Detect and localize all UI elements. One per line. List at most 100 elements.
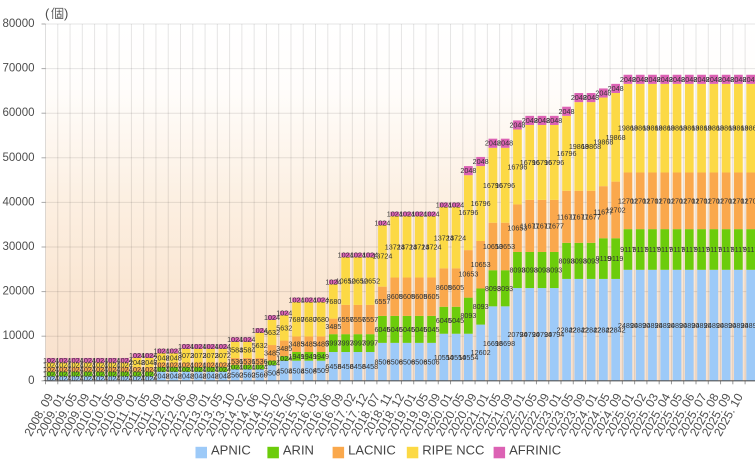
svg-text:7680: 7680: [313, 315, 329, 324]
svg-text:1024: 1024: [227, 335, 243, 344]
svg-text:9119: 9119: [608, 254, 623, 263]
svg-text:1024: 1024: [129, 374, 145, 383]
svg-text:8506: 8506: [411, 357, 427, 366]
svg-text:19868: 19868: [716, 124, 736, 133]
svg-text:16796: 16796: [471, 199, 491, 208]
svg-text:1024: 1024: [55, 369, 71, 378]
svg-text:): ): [64, 6, 68, 21]
svg-text:12602: 12602: [471, 348, 491, 357]
svg-text:2048: 2048: [460, 166, 476, 175]
svg-text:1949: 1949: [301, 352, 317, 361]
svg-text:APNIC: APNIC: [211, 442, 251, 457]
svg-text:3997: 3997: [325, 339, 341, 348]
svg-text:5632: 5632: [252, 341, 268, 350]
svg-text:30000: 30000: [3, 241, 35, 253]
svg-text:1024: 1024: [55, 365, 71, 374]
svg-text:1024: 1024: [55, 374, 71, 383]
svg-text:1024: 1024: [92, 356, 108, 365]
svg-text:1024: 1024: [166, 365, 182, 374]
svg-text:1024: 1024: [141, 351, 157, 360]
svg-text:1024: 1024: [154, 365, 170, 374]
svg-text:1024: 1024: [80, 374, 96, 383]
svg-text:2048: 2048: [522, 116, 538, 125]
svg-text:11677: 11677: [545, 221, 564, 230]
svg-text:11677: 11677: [557, 212, 576, 221]
svg-text:2048: 2048: [559, 107, 575, 116]
svg-text:16796: 16796: [495, 181, 515, 190]
svg-text:2048: 2048: [129, 358, 145, 367]
svg-text:2048: 2048: [694, 75, 710, 84]
svg-text:1024: 1024: [411, 210, 427, 219]
svg-text:1024: 1024: [117, 365, 133, 374]
svg-text:6557: 6557: [374, 297, 390, 306]
svg-text:13724: 13724: [422, 242, 442, 251]
svg-text:1024: 1024: [325, 278, 341, 287]
svg-text:AFRINIC: AFRINIC: [509, 442, 561, 457]
svg-text:1024: 1024: [178, 342, 194, 351]
svg-text:2048: 2048: [620, 75, 636, 84]
svg-text:2048: 2048: [166, 372, 182, 381]
svg-text:11677: 11677: [520, 221, 539, 230]
svg-text:8093: 8093: [485, 284, 501, 293]
svg-text:1024: 1024: [350, 251, 366, 260]
svg-text:1024: 1024: [43, 369, 59, 378]
svg-text:8506: 8506: [399, 357, 415, 366]
svg-text:8093: 8093: [497, 284, 513, 293]
svg-text:1024: 1024: [166, 360, 182, 369]
svg-text:2048: 2048: [681, 75, 697, 84]
svg-text:11677: 11677: [532, 221, 551, 230]
svg-text:13724: 13724: [372, 252, 392, 261]
svg-text:6045: 6045: [374, 325, 390, 334]
svg-text:2048: 2048: [706, 75, 722, 84]
svg-text:6458: 6458: [362, 362, 378, 371]
svg-text:10652: 10652: [336, 277, 356, 286]
svg-text:2048: 2048: [215, 372, 231, 381]
svg-text:ARIN: ARIN: [283, 442, 314, 457]
svg-text:6045: 6045: [399, 325, 415, 334]
svg-text:24890: 24890: [667, 321, 687, 330]
svg-text:1024: 1024: [215, 365, 231, 374]
svg-text:2048: 2048: [203, 372, 219, 381]
svg-text:1024: 1024: [362, 251, 378, 260]
svg-text:22842: 22842: [606, 325, 626, 334]
svg-text:6045: 6045: [448, 316, 464, 325]
svg-text:1024: 1024: [104, 360, 120, 369]
svg-text:RIPE NCC: RIPE NCC: [422, 442, 484, 457]
svg-text:8506: 8506: [424, 357, 440, 366]
svg-text:13724: 13724: [385, 242, 405, 251]
svg-text:1024: 1024: [92, 365, 108, 374]
svg-text:1024: 1024: [129, 365, 145, 374]
svg-text:1024: 1024: [313, 295, 329, 304]
svg-text:2048: 2048: [190, 372, 206, 381]
svg-text:50000: 50000: [3, 152, 35, 164]
svg-text:1024: 1024: [387, 210, 403, 219]
svg-text:3485: 3485: [276, 344, 292, 353]
svg-text:1024: 1024: [154, 360, 170, 369]
svg-text:9117: 9117: [694, 245, 709, 254]
svg-text:4508: 4508: [276, 366, 292, 375]
svg-text:1024: 1024: [252, 363, 268, 372]
svg-text:2048: 2048: [546, 116, 562, 125]
svg-text:8605: 8605: [387, 292, 403, 301]
svg-text:1024: 1024: [239, 363, 255, 372]
svg-text:1024: 1024: [264, 358, 280, 367]
svg-text:7680: 7680: [325, 297, 341, 306]
svg-text:16796: 16796: [544, 158, 564, 167]
svg-text:19868: 19868: [667, 124, 687, 133]
svg-text:1024: 1024: [203, 365, 219, 374]
svg-text:16796: 16796: [532, 158, 552, 167]
svg-text:2048: 2048: [608, 84, 624, 93]
svg-text:1024: 1024: [92, 369, 108, 378]
svg-text:16796: 16796: [458, 208, 478, 217]
svg-text:2048: 2048: [583, 93, 599, 102]
svg-text:2560: 2560: [227, 371, 243, 380]
svg-text:16796: 16796: [557, 149, 577, 158]
svg-text:10554: 10554: [458, 353, 478, 362]
svg-text:1024: 1024: [141, 369, 157, 378]
svg-text:19868: 19868: [655, 124, 675, 133]
svg-text:1024: 1024: [227, 363, 243, 372]
svg-text:19868: 19868: [741, 124, 755, 133]
svg-text:1024: 1024: [190, 365, 206, 374]
svg-text:11677: 11677: [581, 212, 600, 221]
svg-text:1024: 1024: [141, 365, 157, 374]
